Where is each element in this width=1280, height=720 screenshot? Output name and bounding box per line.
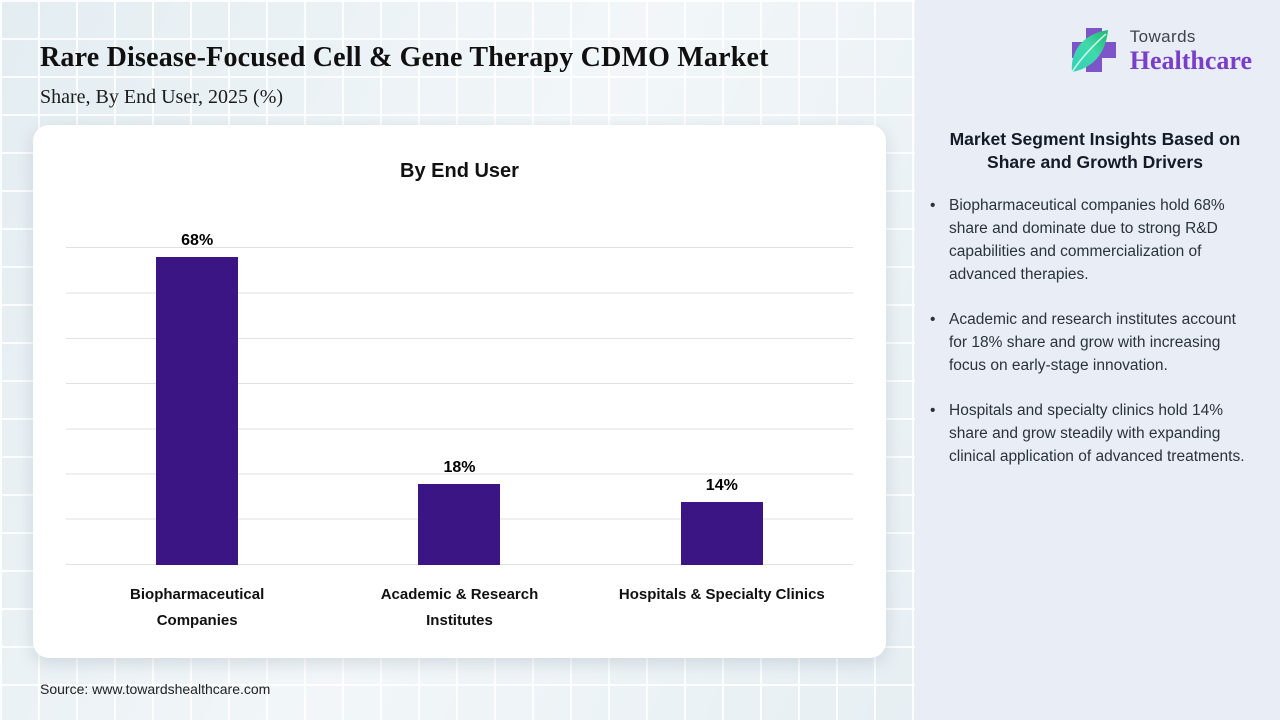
source-attribution: Source: www.towardshealthcare.com: [40, 681, 271, 697]
bar: [418, 483, 501, 565]
bar: [680, 501, 763, 565]
category-label: Hospitals & Specialty Clinics: [618, 586, 825, 603]
insight-bullet: Academic and research institutes account…: [928, 308, 1254, 377]
bar-column: 18%: [328, 203, 590, 565]
insights-section: Market Segment Insights Based on Share a…: [915, 128, 1280, 490]
logo-wordmark: Towards Healthcare: [1130, 27, 1252, 75]
bar-chart-columns: 68% 18% 14%: [66, 203, 853, 565]
logo-word-towards: Towards: [1129, 27, 1196, 46]
chart-card: By End User 68% 18% 14% Biopharmaceutical …: [33, 125, 886, 658]
page-subtitle: Share, By End User, 2025 (%): [40, 86, 284, 108]
category-label: Academic & Research Institutes: [380, 586, 539, 629]
insights-panel: Towards Healthcare Market Segment Insigh…: [915, 0, 1280, 720]
insight-bullet: Hospitals and specialty clinics hold 14%…: [928, 399, 1254, 468]
bar-chart: 68% 18% 14%: [66, 203, 853, 565]
logo-word-healthcare: Healthcare: [1129, 46, 1252, 75]
bar-value-label: 14%: [705, 476, 738, 494]
insights-bullet-list: Biopharmaceutical companies hold 68% sha…: [928, 194, 1254, 468]
bar: [156, 257, 239, 565]
bar-value-label: 68%: [181, 232, 214, 250]
logo-cross-leaf-icon: [1066, 22, 1122, 80]
insights-heading: Market Segment Insights Based on Share a…: [949, 129, 1241, 172]
category-label: Biopharmaceutical Companies: [130, 586, 265, 629]
page-title: Rare Disease-Focused Cell & Gene Therapy…: [40, 42, 769, 73]
bar-value-label: 18%: [443, 458, 476, 476]
bar-column: 14%: [591, 203, 853, 565]
category-labels: Biopharmaceutical Companies Academic & Re…: [66, 565, 853, 634]
bar-column: 68%: [66, 203, 328, 565]
chart-title: By End User: [400, 160, 519, 182]
insight-bullet: Biopharmaceutical companies hold 68% sha…: [928, 194, 1254, 286]
towards-healthcare-logo: Towards Healthcare: [1066, 22, 1252, 80]
